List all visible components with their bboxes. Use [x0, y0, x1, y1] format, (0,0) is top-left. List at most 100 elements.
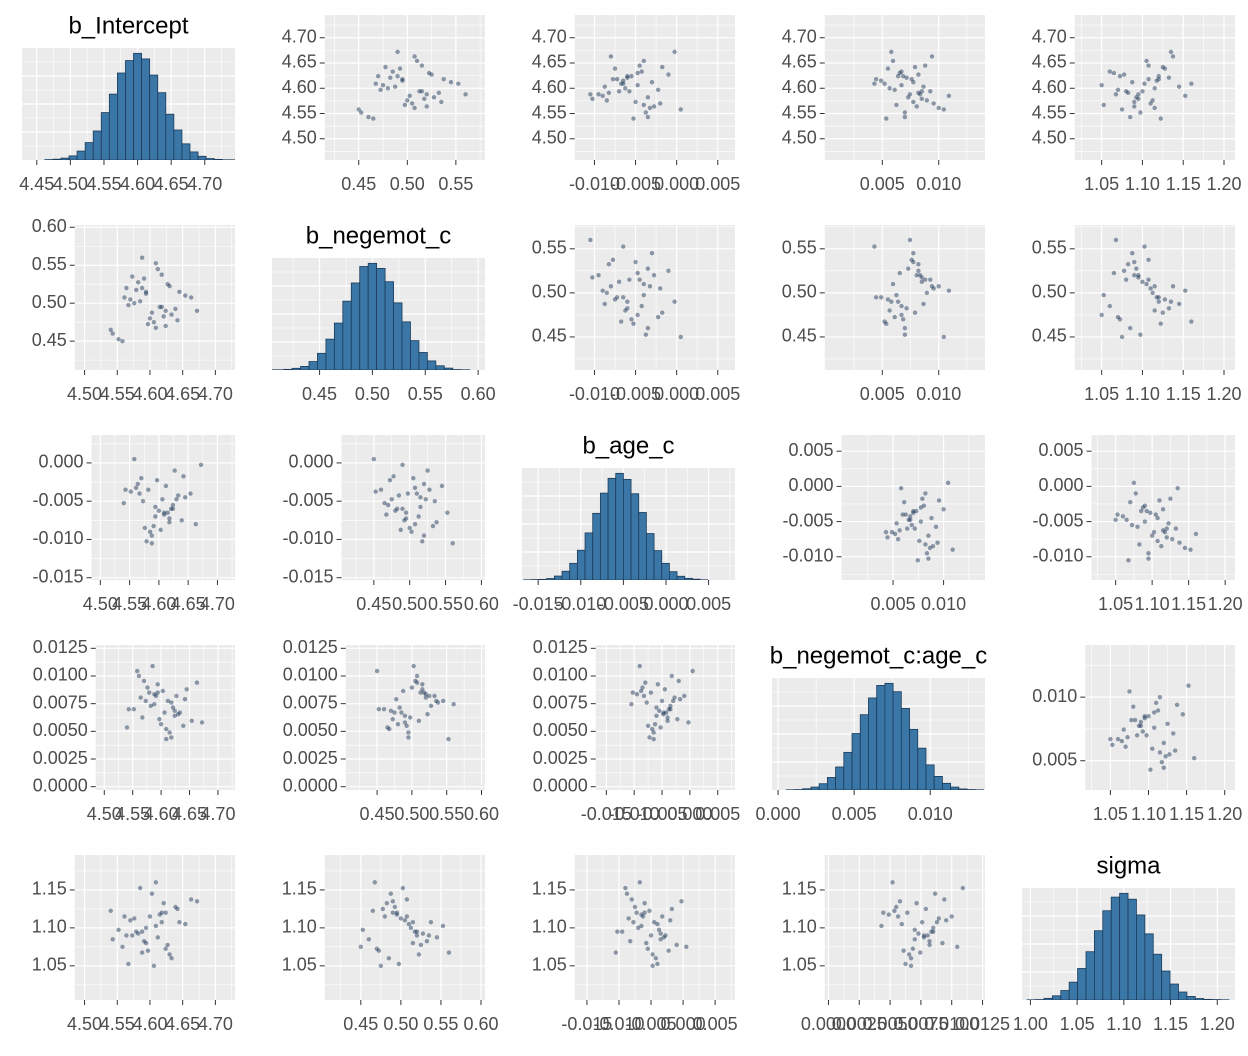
scatter-point: [1182, 545, 1188, 551]
x-tick-label: 0.0050: [863, 1014, 918, 1034]
histogram-bar: [141, 58, 151, 160]
scatter-point: [661, 935, 667, 940]
scatter-point: [1138, 723, 1144, 728]
scatter-point: [638, 688, 644, 694]
scatter-point: [116, 337, 121, 342]
scatter-point: [637, 277, 642, 282]
x-tick-label: 4.55: [100, 1014, 135, 1034]
scatter-point: [428, 919, 434, 925]
histogram-bar: [52, 158, 62, 160]
x-tick-label: 0.0025: [832, 1014, 887, 1034]
scatter-point: [1142, 714, 1147, 719]
scatter-point: [904, 75, 909, 80]
scatter-point: [158, 527, 163, 533]
scatter-point: [658, 931, 663, 936]
scatter-point: [1154, 295, 1159, 300]
scatter-point: [1121, 268, 1127, 274]
scatter-point: [130, 933, 135, 938]
scatter-point: [1110, 742, 1115, 748]
scatter-point: [133, 485, 139, 490]
panel-title: b_age_c: [582, 432, 674, 459]
scatter-point: [182, 697, 188, 702]
scatter-point: [931, 286, 936, 291]
x-tick-label: 4.50: [67, 1014, 102, 1034]
scatter-point: [1099, 312, 1104, 318]
scatter-point: [635, 270, 640, 276]
scatter-point: [132, 916, 137, 921]
scatter-point: [167, 283, 172, 289]
scatter-point: [149, 891, 155, 896]
x-tick-label: 0.005: [871, 594, 916, 614]
histogram: [785, 682, 984, 790]
scatter-point: [183, 293, 188, 298]
scatter-point: [640, 685, 645, 690]
scatter-point: [955, 944, 960, 950]
scatter-point: [137, 491, 142, 496]
scatter-point: [1134, 733, 1140, 738]
scatter-point: [199, 720, 205, 725]
scatter-point: [678, 334, 683, 340]
histogram-bar: [367, 262, 378, 370]
scatter-point: [1162, 66, 1168, 71]
scatter-point: [878, 78, 884, 83]
scatter-point: [1125, 735, 1130, 740]
scatter-point: [625, 73, 630, 79]
scatter-point: [641, 281, 646, 287]
scatter-point: [446, 736, 451, 742]
scatter-point: [160, 497, 165, 502]
scatter-point: [623, 885, 628, 891]
scatter-point: [193, 521, 198, 527]
scatter-point: [390, 899, 396, 904]
scatter-point: [416, 718, 422, 724]
scatter-point: [894, 292, 899, 298]
scatter-point: [644, 940, 649, 946]
scatter-point: [662, 687, 668, 692]
scatter-point: [404, 914, 410, 919]
y-tick-label: -0.010: [1033, 546, 1084, 566]
scatter-point: [167, 952, 172, 957]
scatter-point: [1156, 295, 1161, 300]
scatter-point: [631, 116, 636, 121]
scatter-point: [929, 929, 934, 934]
y-tick-label: 4.70: [282, 26, 317, 46]
scatter-point: [632, 904, 638, 910]
scatter-point: [1168, 49, 1174, 55]
scatter-point: [960, 885, 966, 891]
scatter-point: [909, 76, 914, 82]
histogram-bar: [359, 266, 369, 370]
histogram-bar: [1094, 930, 1104, 1000]
scatter-point: [1119, 334, 1125, 340]
histogram-bar: [189, 151, 199, 160]
scatter: [371, 456, 455, 546]
scatter-point: [889, 529, 895, 535]
scatter-point: [159, 910, 164, 915]
scatter-point: [651, 273, 657, 278]
scatter-point: [1168, 299, 1174, 304]
scatter-point: [950, 547, 955, 552]
scatter-point: [1156, 73, 1161, 79]
histogram-bar: [1119, 892, 1129, 1000]
scatter-point: [155, 266, 161, 272]
scatter-point: [1111, 270, 1117, 276]
scatter-point: [194, 899, 200, 904]
scatter-point: [432, 498, 437, 504]
histogram-bar: [291, 367, 301, 370]
scatter-point: [414, 58, 420, 64]
x-tick-label: -0.010: [593, 1014, 644, 1034]
scatter-point: [1127, 689, 1132, 694]
y-tick-label: 4.70: [1032, 26, 1067, 46]
scatter-point: [901, 948, 906, 953]
scatter-point: [372, 880, 378, 885]
scatter-point: [164, 736, 169, 742]
scatter-point: [621, 81, 626, 86]
y-tick-label: 4.55: [282, 102, 317, 122]
scatter-point: [631, 321, 636, 326]
scatter-point: [672, 695, 677, 700]
scatter-point: [1160, 310, 1166, 315]
scatter-point: [139, 255, 145, 260]
scatter-point: [385, 725, 390, 730]
scatter-point: [902, 332, 908, 337]
x-tick-label: 0.005: [860, 384, 905, 404]
scatter-point: [411, 476, 416, 481]
